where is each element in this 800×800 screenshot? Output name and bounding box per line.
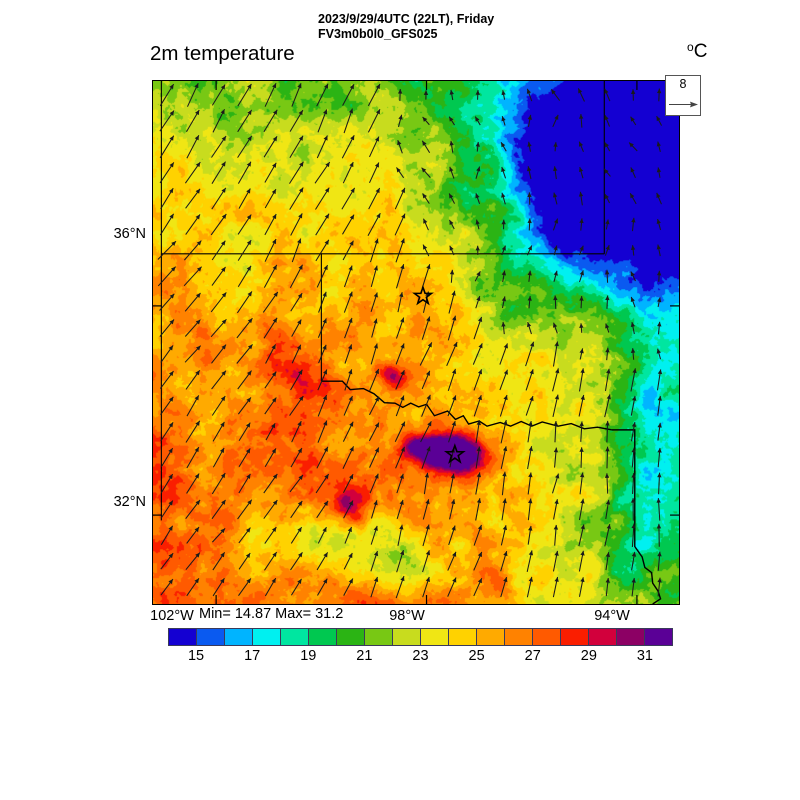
colorbar-segments <box>168 628 673 646</box>
model-title: FV3m0b0l0_GFS025 <box>318 26 438 41</box>
lon-label-102: 102°W <box>150 608 194 624</box>
colorbar-tick-25: 25 <box>468 648 485 664</box>
lon-label-94: 94°W <box>594 608 630 624</box>
lat-label-32: 32°N <box>113 494 146 510</box>
figure-header: 2023/9/29/4UTC (22LT), Friday FV3m0b0l0_… <box>318 12 494 41</box>
colorbar-tick-23: 23 <box>412 648 429 664</box>
temperature-field-canvas <box>153 81 679 604</box>
colorbar-tick-21: 21 <box>356 648 373 664</box>
colorbar-segment-8 <box>393 629 421 645</box>
units-label: oC <box>687 40 707 63</box>
colorbar-segment-12 <box>505 629 533 645</box>
min-max-annotation: Min= 14.87 Max= 31.2 <box>199 606 344 622</box>
colorbar-segment-2 <box>225 629 253 645</box>
vector-key-value: 8 <box>679 77 687 91</box>
colorbar-tick-31: 31 <box>636 648 654 664</box>
colorbar-tick-15: 15 <box>187 648 205 664</box>
colorbar-segment-16 <box>617 629 645 645</box>
colorbar-segment-0 <box>169 629 197 645</box>
colorbar-tick-27: 27 <box>524 648 541 664</box>
colorbar-segment-17 <box>645 629 672 645</box>
colorbar-segment-5 <box>309 629 337 645</box>
colorbar-segment-6 <box>337 629 365 645</box>
colorbar[interactable]: 15 17 19 21 23 25 27 29 31 <box>168 628 673 664</box>
degree-symbol: o <box>687 40 694 54</box>
colorbar-segment-1 <box>197 629 225 645</box>
colorbar-segment-15 <box>589 629 617 645</box>
colorbar-tick-17: 17 <box>244 648 261 664</box>
colorbar-segment-11 <box>477 629 505 645</box>
colorbar-tick-29: 29 <box>580 648 597 664</box>
datetime-title: 2023/9/29/4UTC (22LT), Friday <box>318 12 495 26</box>
colorbar-segment-14 <box>561 629 589 645</box>
lat-label-36: 36°N <box>113 226 146 242</box>
right-arrow-icon <box>669 101 698 108</box>
colorbar-segment-10 <box>449 629 477 645</box>
colorbar-segment-4 <box>281 629 309 645</box>
colorbar-tick-labels: 15 17 19 21 23 25 27 29 31 <box>168 648 673 668</box>
colorbar-segment-3 <box>253 629 281 645</box>
wind-vector-key: 8 <box>665 75 701 116</box>
colorbar-segment-9 <box>421 629 449 645</box>
variable-title: 2m temperature <box>150 42 295 65</box>
colorbar-tick-19: 19 <box>300 648 317 664</box>
units-letter: C <box>693 41 708 62</box>
map-plot-area[interactable] <box>152 80 680 605</box>
colorbar-segment-13 <box>533 629 561 645</box>
colorbar-segment-7 <box>365 629 393 645</box>
lon-label-98: 98°W <box>389 608 425 624</box>
